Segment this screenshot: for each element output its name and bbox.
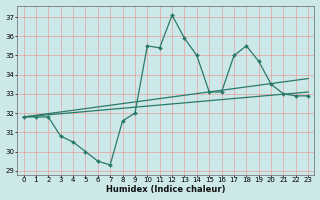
X-axis label: Humidex (Indice chaleur): Humidex (Indice chaleur)	[106, 185, 226, 194]
